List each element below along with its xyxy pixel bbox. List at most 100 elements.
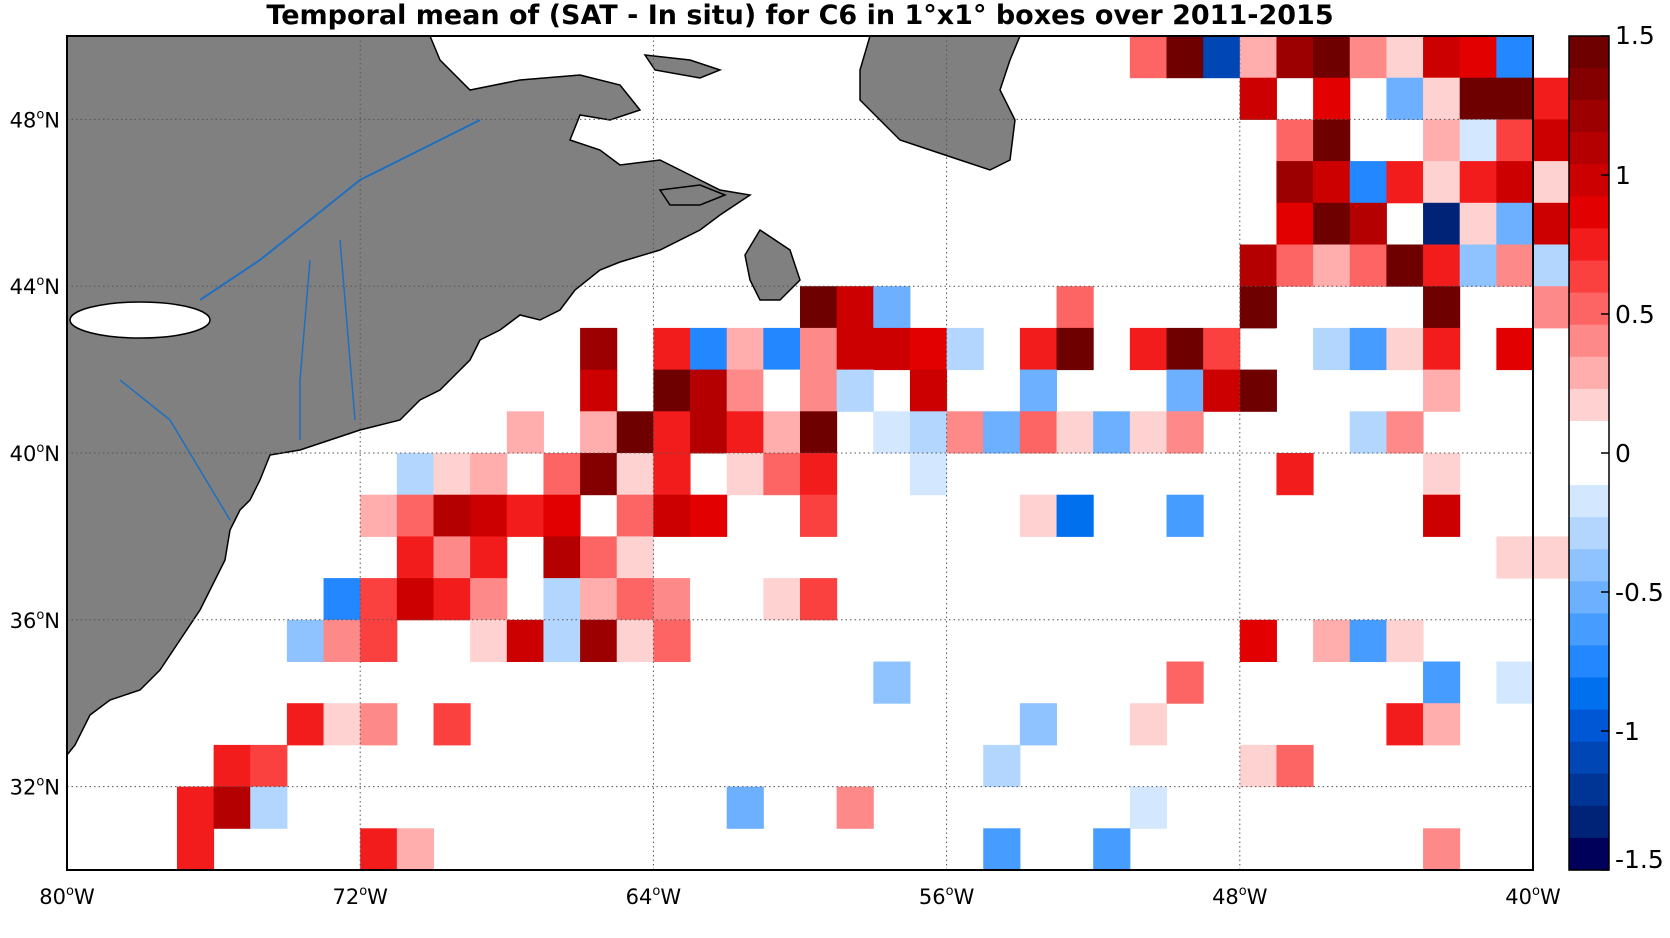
heatmap-cell bbox=[909, 453, 948, 496]
land-north-america bbox=[66, 35, 752, 758]
colorbar-block bbox=[1569, 68, 1609, 101]
colorbar-block bbox=[1569, 645, 1609, 679]
heatmap-cell bbox=[1533, 161, 1571, 204]
river-hudson bbox=[299, 259, 311, 440]
heatmap-cell bbox=[433, 703, 471, 746]
heatmap-cell bbox=[800, 578, 838, 621]
heatmap-cell bbox=[1386, 161, 1424, 204]
heatmap-cell bbox=[1423, 453, 1461, 496]
colorbar-block bbox=[1569, 324, 1609, 358]
longitude-tick-label: 40oW bbox=[1505, 884, 1561, 909]
colorbar-tick-label: -0.5 bbox=[1615, 578, 1664, 607]
heatmap-cell bbox=[470, 619, 508, 662]
heatmap-cell bbox=[1166, 36, 1204, 79]
river-susquehanna bbox=[119, 379, 231, 521]
colorbar-tick-label: -1.5 bbox=[1615, 845, 1664, 874]
heatmap-cell bbox=[213, 744, 251, 788]
heatmap-cell bbox=[909, 411, 948, 454]
gridlines bbox=[67, 36, 1533, 870]
colorbar-block bbox=[1569, 196, 1609, 230]
longitude-tick-label: 80oW bbox=[39, 884, 95, 909]
heatmap-cell bbox=[800, 494, 838, 537]
heatmap-cell bbox=[836, 786, 874, 829]
colorbar-block bbox=[1569, 677, 1609, 711]
lake-ontario bbox=[69, 301, 211, 339]
heatmap-cell bbox=[250, 744, 288, 788]
latitude-tick-label: 48oN bbox=[10, 107, 60, 132]
heatmap-cell bbox=[470, 536, 508, 579]
heatmap-cell bbox=[323, 703, 361, 746]
heatmap-cell bbox=[1203, 36, 1241, 79]
heatmap-cell bbox=[690, 327, 728, 371]
heatmap-cell bbox=[506, 619, 544, 662]
heatmap-cell bbox=[1239, 286, 1277, 329]
heatmap-cell bbox=[616, 453, 654, 496]
heatmap-cell bbox=[616, 536, 654, 579]
colorbar: 1.5 1 0.5 0 -0.5 -1 -1.5 bbox=[1568, 21, 1664, 874]
heatmap-cell bbox=[653, 453, 691, 496]
heatmap-cell bbox=[1386, 411, 1424, 454]
heatmap-cell bbox=[1239, 244, 1277, 287]
colorbar-block bbox=[1569, 292, 1609, 326]
heatmap-cell bbox=[580, 327, 618, 371]
heatmap-cell bbox=[1276, 36, 1314, 79]
longitude-tick-label: 56oW bbox=[919, 884, 975, 909]
chart-title: Temporal mean of (SAT - In situ) for C6 … bbox=[266, 0, 1333, 31]
heatmap-cell bbox=[1166, 369, 1204, 412]
heatmap-cell bbox=[1056, 286, 1094, 329]
latitude-tick-label: 36oN bbox=[10, 608, 60, 633]
colorbar-block bbox=[1569, 453, 1609, 486]
heatmap-cell bbox=[360, 494, 398, 537]
heatmap-cell bbox=[1533, 202, 1571, 245]
colorbar-blocks bbox=[1569, 36, 1609, 871]
heatmap-cell bbox=[580, 369, 618, 412]
heatmap-cell bbox=[1056, 327, 1094, 371]
heatmap-cell bbox=[726, 411, 764, 454]
heatmap-cell bbox=[1276, 161, 1314, 204]
heatmap-cell bbox=[616, 619, 654, 662]
heatmap-cell bbox=[1349, 244, 1387, 287]
heatmap-cell bbox=[1019, 703, 1058, 746]
heatmap-cell bbox=[800, 369, 838, 412]
heatmap-cell bbox=[1129, 36, 1167, 79]
heatmap-cell bbox=[470, 578, 508, 621]
land-masses bbox=[66, 35, 1022, 758]
heatmap-cell bbox=[616, 578, 654, 621]
colorbar-block bbox=[1569, 388, 1609, 422]
heatmap-cell bbox=[543, 578, 581, 621]
heatmap-cell bbox=[1349, 36, 1387, 79]
heatmap-cell bbox=[1276, 119, 1314, 162]
heatmap-cell bbox=[433, 453, 471, 496]
latitude-tick-labels: 32oN 36oN 40oN 44oN 48oN bbox=[10, 107, 60, 799]
heatmap-cell bbox=[176, 786, 215, 829]
heatmap-cell bbox=[1459, 244, 1497, 287]
heatmap-cell bbox=[800, 286, 838, 329]
heatmap-cell bbox=[1166, 661, 1204, 704]
heatmap-cell bbox=[1019, 411, 1058, 454]
heatmap-cell bbox=[1129, 703, 1167, 746]
colorbar-block bbox=[1569, 805, 1609, 839]
heatmap-cell bbox=[580, 411, 618, 454]
heatmap-cell bbox=[1496, 494, 1534, 537]
heatmap-cell bbox=[1129, 327, 1167, 371]
heatmap-cell bbox=[213, 786, 251, 829]
heatmap-cell bbox=[616, 411, 654, 454]
colorbar-tick-label: 0 bbox=[1615, 439, 1631, 468]
heatmap-cell bbox=[1459, 36, 1497, 79]
colorbar-tick-label: 1.5 bbox=[1615, 21, 1655, 50]
heatmap-cell bbox=[653, 578, 691, 621]
heatmap-cell bbox=[286, 703, 325, 746]
heatmap-cell bbox=[653, 411, 691, 454]
heatmap-cell bbox=[1276, 453, 1314, 496]
longitude-tick-label: 72oW bbox=[332, 884, 388, 909]
heatmap-cell bbox=[763, 453, 801, 496]
heatmap-cell bbox=[1386, 327, 1424, 371]
colorbar-block bbox=[1569, 164, 1609, 197]
heatmap-cell bbox=[909, 369, 948, 412]
heatmap-cell bbox=[1496, 36, 1534, 79]
heatmap-cell bbox=[873, 327, 911, 371]
heatmap-cell bbox=[1239, 36, 1277, 79]
heatmap-cell bbox=[1129, 411, 1167, 454]
heatmap-cell bbox=[1533, 286, 1571, 329]
heatmap-cell bbox=[323, 578, 361, 621]
